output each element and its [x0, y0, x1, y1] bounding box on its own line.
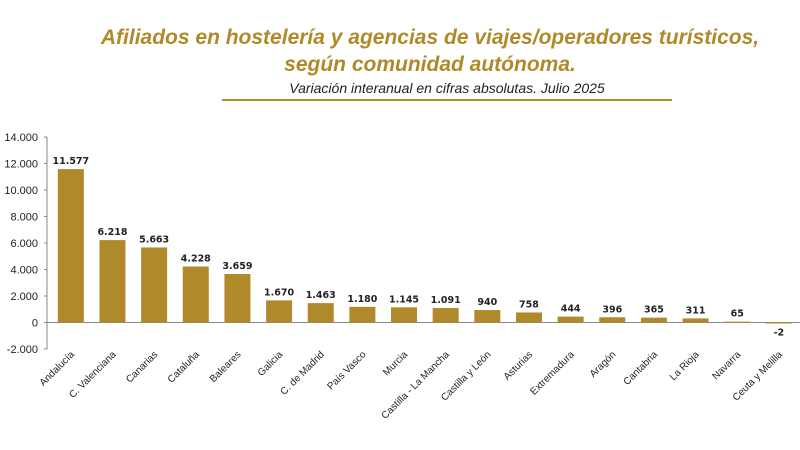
bar-value-label: 4.228 [181, 253, 211, 264]
bar-value-label: 396 [602, 304, 622, 315]
y-tick-label: 10.000 [4, 185, 38, 197]
y-tick-label: 4.000 [10, 265, 38, 277]
bar-value-label: 1.091 [431, 295, 461, 306]
bar-value-label: 758 [519, 299, 539, 310]
bar [141, 247, 168, 323]
bar-value-label: 1.463 [306, 290, 336, 301]
category-label: País Vasco [325, 349, 368, 392]
category-label: Navarra [710, 349, 743, 382]
chart-title-line-1: Afiliados en hostelería y agencias de vi… [100, 26, 760, 49]
bar-value-label: 3.659 [222, 261, 252, 272]
bar [57, 169, 84, 323]
category-label: Baleares [208, 349, 244, 385]
bar-value-label: 444 [561, 304, 581, 315]
bar [307, 303, 334, 323]
category-label: La Rioja [668, 349, 702, 383]
y-tick-label: 6.000 [10, 238, 38, 250]
chart-subtitle: Variación interanual en cifras absolutas… [222, 80, 672, 101]
bar-value-label: 1.180 [347, 294, 377, 305]
bar-value-label: 6.218 [97, 227, 127, 238]
category-label: Asturias [502, 349, 535, 382]
category-label: Extremadura [528, 349, 577, 398]
y-tick-label: 8.000 [10, 212, 38, 224]
category-label: Canarias [124, 349, 160, 385]
bar [765, 322, 792, 324]
category-label: Galicia [256, 349, 286, 379]
category-label: Cantabria [622, 349, 661, 388]
bar [682, 318, 709, 323]
bar [391, 307, 418, 323]
bar [266, 300, 293, 323]
category-label: Murcia [381, 349, 410, 378]
y-tick-label: 0 [32, 318, 38, 330]
bar [599, 317, 626, 323]
bar [224, 274, 251, 323]
bar [515, 312, 542, 323]
bar-value-label: 365 [644, 305, 664, 316]
bar [474, 310, 501, 323]
y-tick-label: -2.000 [7, 344, 38, 356]
bar-value-label: 11.577 [52, 156, 89, 167]
bar-value-label: 940 [477, 297, 497, 308]
bar [349, 306, 376, 323]
bar [724, 321, 751, 323]
bar-value-label: 1.145 [389, 294, 419, 305]
chart-title-line-2: según comunidad autónoma. [284, 53, 576, 76]
category-label: Cataluña [166, 349, 202, 385]
bar-value-label: 65 [731, 309, 744, 320]
bar-value-label: 311 [686, 305, 706, 316]
bar-value-label: 1.670 [264, 287, 294, 298]
bar-value-label: 5.663 [139, 234, 169, 245]
y-tick-label: 2.000 [10, 291, 38, 303]
bar [640, 317, 667, 323]
y-tick-label: 12.000 [4, 159, 38, 171]
bar [432, 308, 459, 323]
bar-value-label: -2 [774, 328, 785, 339]
y-tick-label: 14.000 [4, 132, 38, 144]
bar [557, 316, 584, 323]
bar [182, 266, 209, 323]
category-label: Andalucía [38, 349, 78, 389]
category-label: Aragón [588, 349, 619, 380]
bar [99, 240, 126, 323]
category-label: C. de Madrid [279, 349, 327, 397]
